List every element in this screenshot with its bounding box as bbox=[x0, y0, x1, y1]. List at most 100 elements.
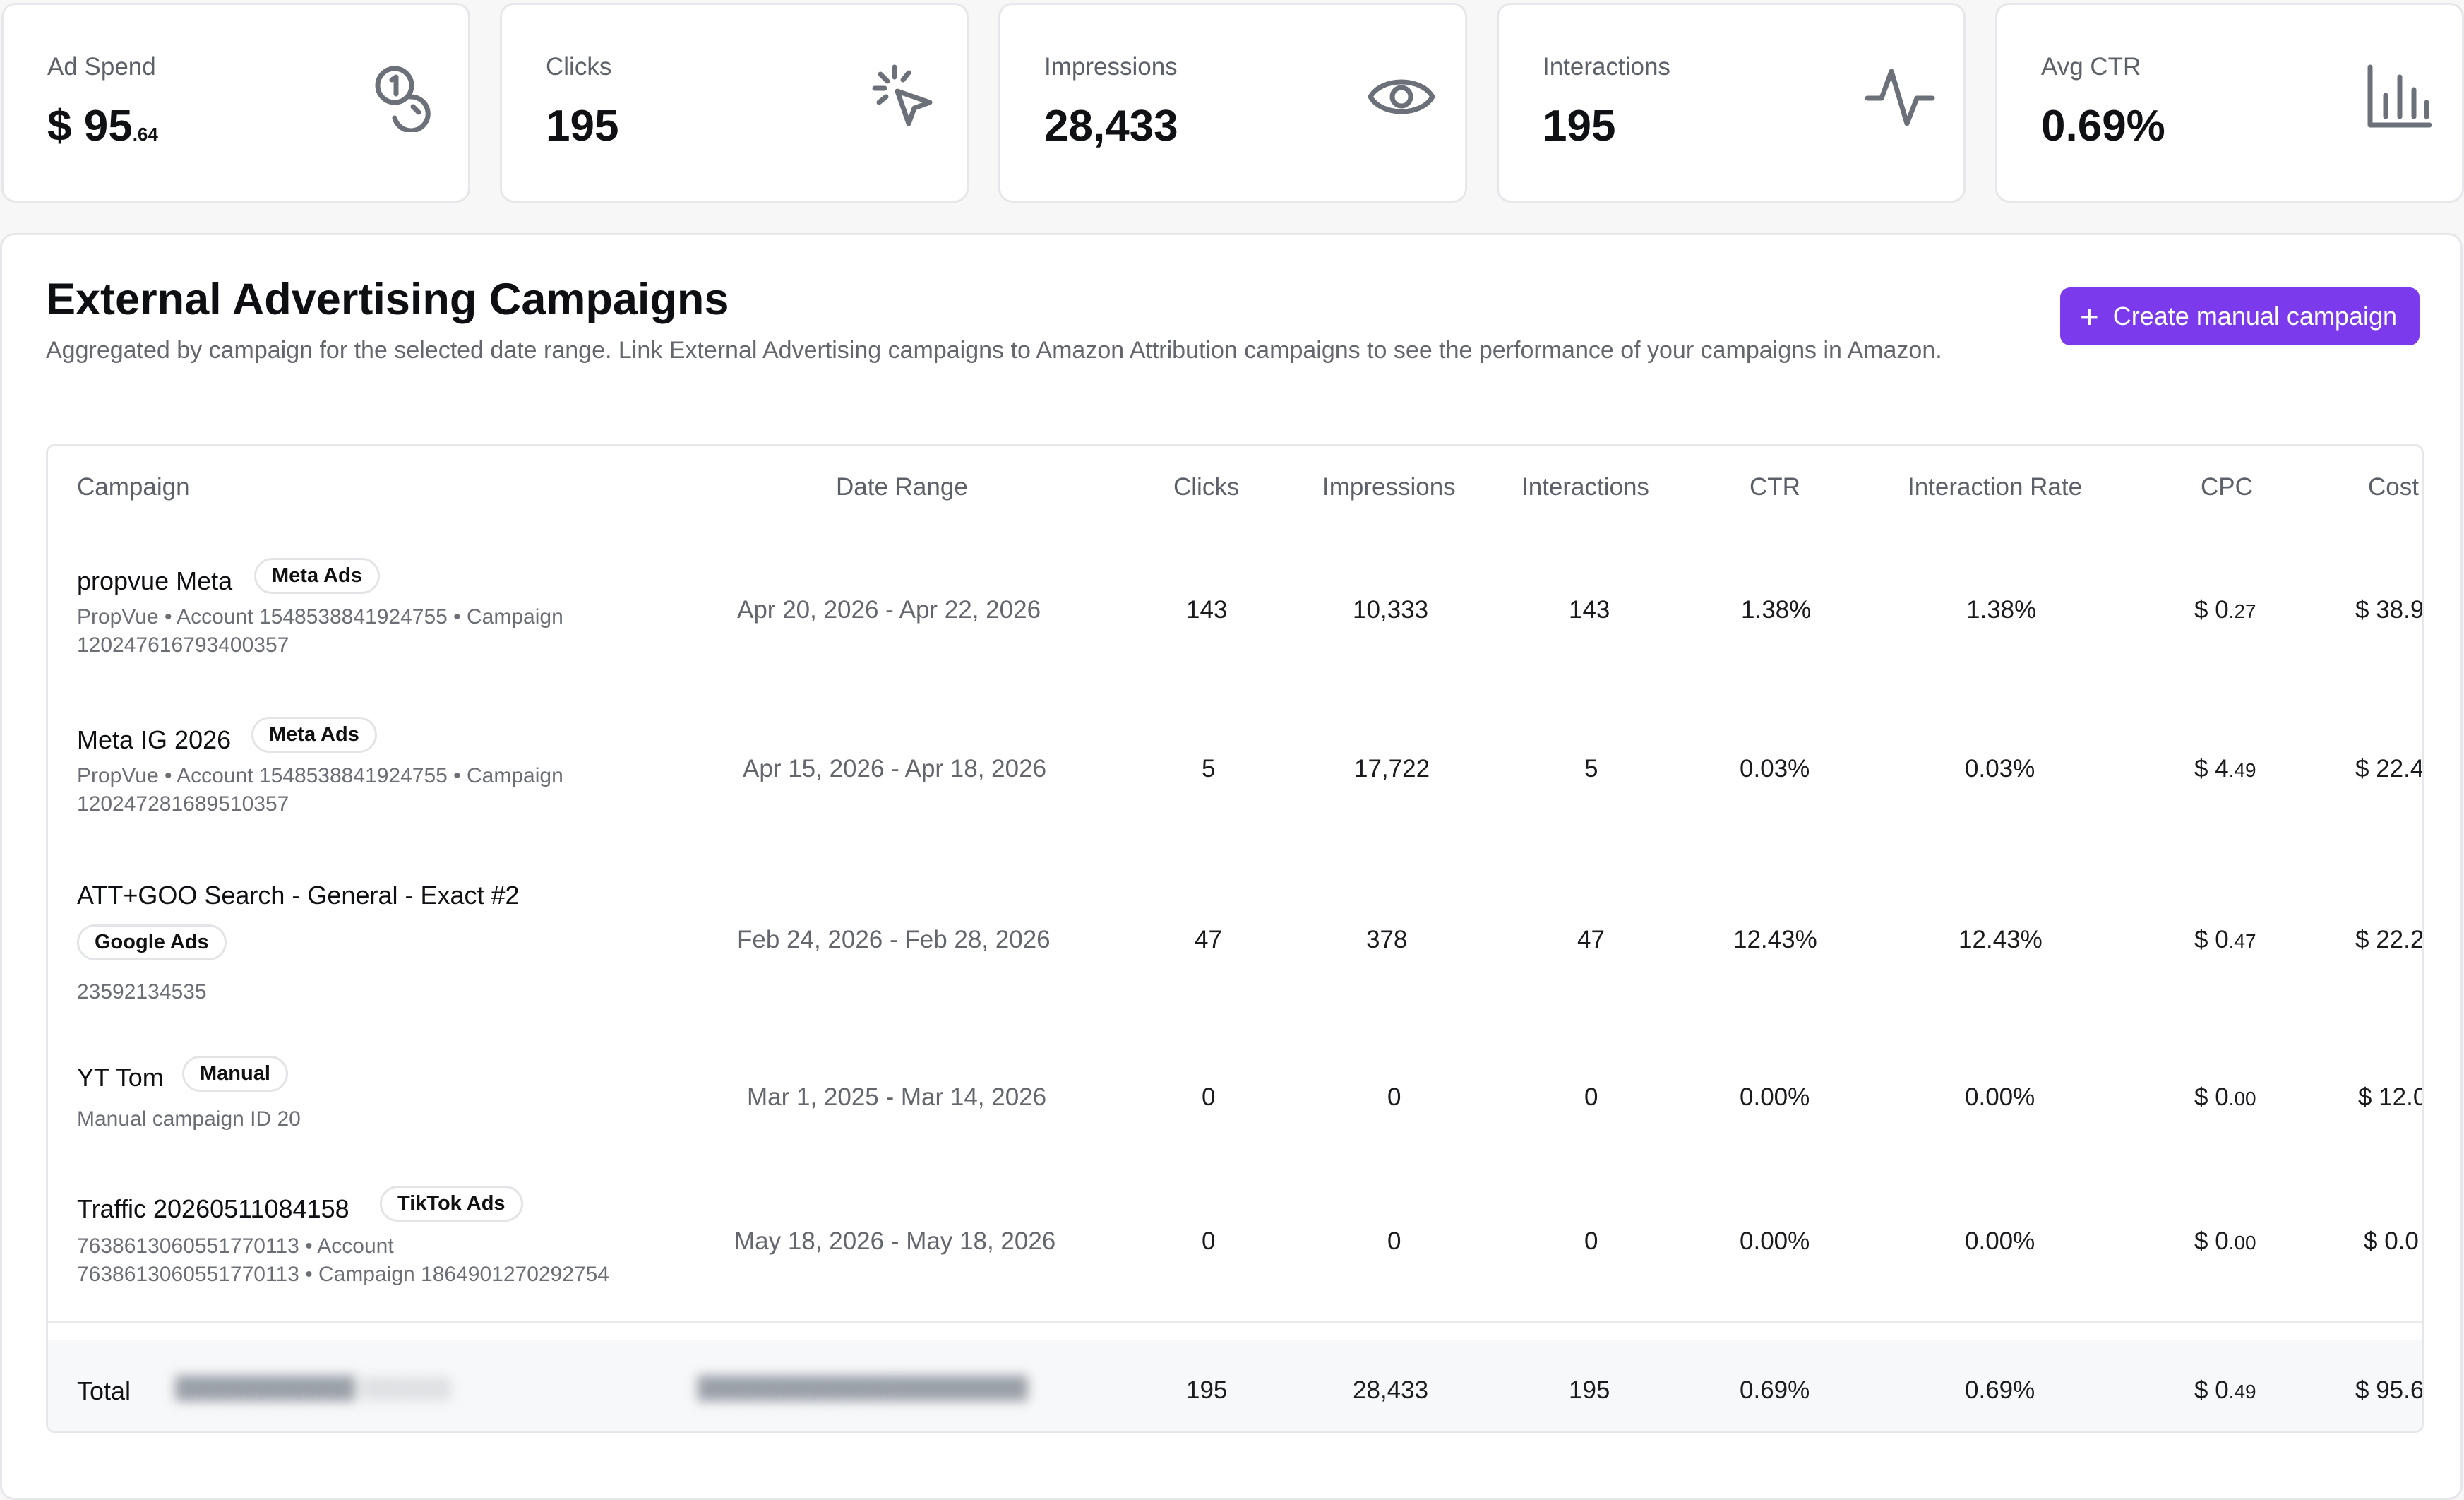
campaign-name[interactable]: Meta IG 2026 bbox=[77, 725, 232, 754]
interactions-value: 0 bbox=[1584, 1227, 1598, 1255]
campaign-meta-line: 120247281689510357 bbox=[77, 792, 289, 816]
cpc-value: $ 4.49 bbox=[2194, 755, 2256, 783]
interactions-value: 0 bbox=[1584, 1083, 1598, 1111]
campaign-name[interactable]: YT Tom bbox=[77, 1063, 164, 1092]
date-range: Feb 24, 2026 - Feb 28, 2026 bbox=[737, 926, 1051, 953]
kpi-value: 0.69% bbox=[2041, 102, 2165, 150]
campaign-name[interactable]: ATT+GOO Search - General - Exact #2 bbox=[77, 881, 520, 910]
table-row[interactable]: ATT+GOO Search - General - Exact #2 Goog… bbox=[48, 850, 2424, 1032]
currency-symbol: $ bbox=[2364, 1227, 2378, 1255]
page-title: External Advertising Campaigns bbox=[46, 275, 729, 324]
kpi-value-whole: 95 bbox=[83, 102, 133, 150]
kpi-label: Ad Spend bbox=[47, 53, 156, 81]
cost-value: $ 22.2 bbox=[2355, 926, 2424, 954]
currency-symbol: $ bbox=[2194, 1083, 2208, 1111]
campaign-meta-line: 23592134535 bbox=[77, 980, 207, 1004]
ctr-value: 1.38% bbox=[1741, 596, 1812, 624]
date-range: Apr 20, 2026 - Apr 22, 2026 bbox=[737, 596, 1041, 624]
table-row[interactable]: YT Tom Manual Manual campaign ID 20 Mar … bbox=[48, 1030, 2424, 1164]
create-manual-campaign-button[interactable]: + Create manual campaign bbox=[2059, 287, 2420, 345]
column-header-date-range[interactable]: Date Range bbox=[836, 473, 968, 501]
campaign-source-badge: TikTok Ads bbox=[380, 1186, 523, 1222]
campaign-meta-line: Manual campaign ID 20 bbox=[77, 1107, 301, 1131]
cost-amount: 22.2 bbox=[2376, 926, 2424, 953]
cpc-cents: .47 bbox=[2228, 930, 2256, 952]
cost-amount: 22.4 bbox=[2376, 755, 2424, 782]
campaign-meta-line: 7638613060551770113 • Campaign 186490127… bbox=[77, 1263, 609, 1286]
column-header-campaign[interactable]: Campaign bbox=[77, 473, 190, 501]
table-row[interactable]: propvue Meta Meta Ads PropVue • Account … bbox=[48, 531, 2424, 692]
currency-symbol: $ bbox=[2194, 1227, 2208, 1255]
campaign-meta-line: 120247616793400357 bbox=[77, 633, 289, 657]
campaign-meta: Manual campaign ID 20 bbox=[77, 1105, 301, 1133]
cpc-whole: 0 bbox=[2215, 1376, 2229, 1404]
create-button-label: Create manual campaign bbox=[2112, 302, 2397, 331]
impressions-value: 10,333 bbox=[1353, 596, 1429, 624]
total-cost: $ 95.6 bbox=[2355, 1376, 2424, 1405]
date-range: Mar 1, 2025 - Mar 14, 2026 bbox=[747, 1083, 1047, 1111]
cost-amount: 12.0 bbox=[2379, 1083, 2424, 1111]
kpi-label: Impressions bbox=[1044, 53, 1178, 81]
cpc-cents: .49 bbox=[2228, 759, 2256, 781]
column-header-cost[interactable]: Cost bbox=[2368, 473, 2419, 501]
cost-value: $ 12.0 bbox=[2358, 1083, 2424, 1112]
cost-amount: 95.6 bbox=[2376, 1376, 2424, 1404]
badge-label: Meta Ads bbox=[251, 717, 377, 753]
activity-icon bbox=[1865, 61, 1935, 132]
campaign-name[interactable]: Traffic 20260511084158 bbox=[77, 1194, 349, 1223]
total-clicks: 195 bbox=[1186, 1376, 1228, 1404]
column-header-ctr[interactable]: CTR bbox=[1750, 473, 1800, 501]
total-impressions: 28,433 bbox=[1353, 1376, 1429, 1404]
currency-symbol: $ bbox=[2355, 596, 2369, 624]
kpi-value: 195 bbox=[546, 102, 619, 150]
bar-chart-icon bbox=[2363, 61, 2434, 132]
campaign-meta: 7638613060551770113 • Account 7638613060… bbox=[77, 1232, 609, 1289]
campaign-meta-line: 7638613060551770113 • Account bbox=[77, 1234, 394, 1258]
date-range: May 18, 2026 - May 18, 2026 bbox=[734, 1227, 1056, 1255]
badge-label: TikTok Ads bbox=[380, 1186, 523, 1222]
blurred-placeholder: ████████████ ▒▒▒▒▒▒ bbox=[175, 1376, 451, 1400]
ctr-value: 0.03% bbox=[1740, 755, 1810, 782]
currency-symbol: $ bbox=[2194, 1376, 2208, 1404]
column-header-impressions[interactable]: Impressions bbox=[1322, 473, 1456, 501]
column-header-cpc[interactable]: CPC bbox=[2201, 473, 2253, 501]
cpc-value: $ 0.00 bbox=[2194, 1083, 2256, 1112]
column-header-interactions[interactable]: Interactions bbox=[1521, 473, 1649, 501]
kpi-card-avg-ctr: Avg CTR 0.69% bbox=[1995, 3, 2464, 203]
interactions-value: 47 bbox=[1577, 926, 1605, 953]
clicks-value: 143 bbox=[1186, 596, 1228, 624]
campaign-meta: PropVue • Account 1548538841924755 • Cam… bbox=[77, 762, 563, 819]
campaign-source-badge: Meta Ads bbox=[251, 717, 377, 753]
currency-symbol: $ bbox=[2194, 926, 2208, 953]
total-label: Total bbox=[77, 1376, 131, 1405]
kpi-value-cents: .64 bbox=[132, 124, 158, 145]
kpi-row: Ad Spend $ 95.64 Clicks 195 bbox=[0, 1, 2464, 206]
interaction-rate-value: 0.00% bbox=[1965, 1083, 2035, 1111]
ctr-value: 12.43% bbox=[1733, 926, 1817, 953]
total-interactions: 195 bbox=[1569, 1376, 1610, 1404]
interactions-value: 5 bbox=[1584, 755, 1598, 782]
cpc-whole: 0 bbox=[2215, 1227, 2229, 1255]
cost-amount: 38.9 bbox=[2376, 596, 2424, 624]
column-header-interaction-rate[interactable]: Interaction Rate bbox=[1908, 473, 2083, 501]
impressions-value: 0 bbox=[1387, 1083, 1401, 1111]
cpc-value: $ 0.00 bbox=[2194, 1227, 2256, 1256]
cpc-cents: .00 bbox=[2228, 1088, 2256, 1109]
impressions-value: 378 bbox=[1366, 926, 1408, 953]
table-row[interactable]: Meta IG 2026 Meta Ads PropVue • Account … bbox=[48, 690, 2424, 852]
table-row[interactable]: Traffic 20260511084158 TikTok Ads 763861… bbox=[48, 1162, 2422, 1323]
ctr-value: 0.00% bbox=[1740, 1083, 1810, 1111]
clicks-value: 0 bbox=[1202, 1083, 1216, 1111]
campaign-name[interactable]: propvue Meta bbox=[77, 566, 233, 595]
interaction-rate-value: 0.00% bbox=[1965, 1227, 2035, 1255]
badge-label: Meta Ads bbox=[254, 558, 380, 594]
kpi-card-clicks: Clicks 195 bbox=[500, 3, 969, 203]
cpc-cents: .27 bbox=[2228, 600, 2256, 622]
campaigns-table: Campaign Date Range Clicks Impressions I… bbox=[46, 444, 2424, 1433]
column-header-clicks[interactable]: Clicks bbox=[1173, 473, 1240, 501]
eye-icon bbox=[1366, 61, 1437, 132]
kpi-label: Clicks bbox=[546, 53, 612, 81]
table-header: Campaign Date Range Clicks Impressions I… bbox=[48, 446, 2422, 533]
cpc-value: $ 0.47 bbox=[2194, 926, 2256, 954]
ctr-value: 0.00% bbox=[1740, 1227, 1810, 1255]
